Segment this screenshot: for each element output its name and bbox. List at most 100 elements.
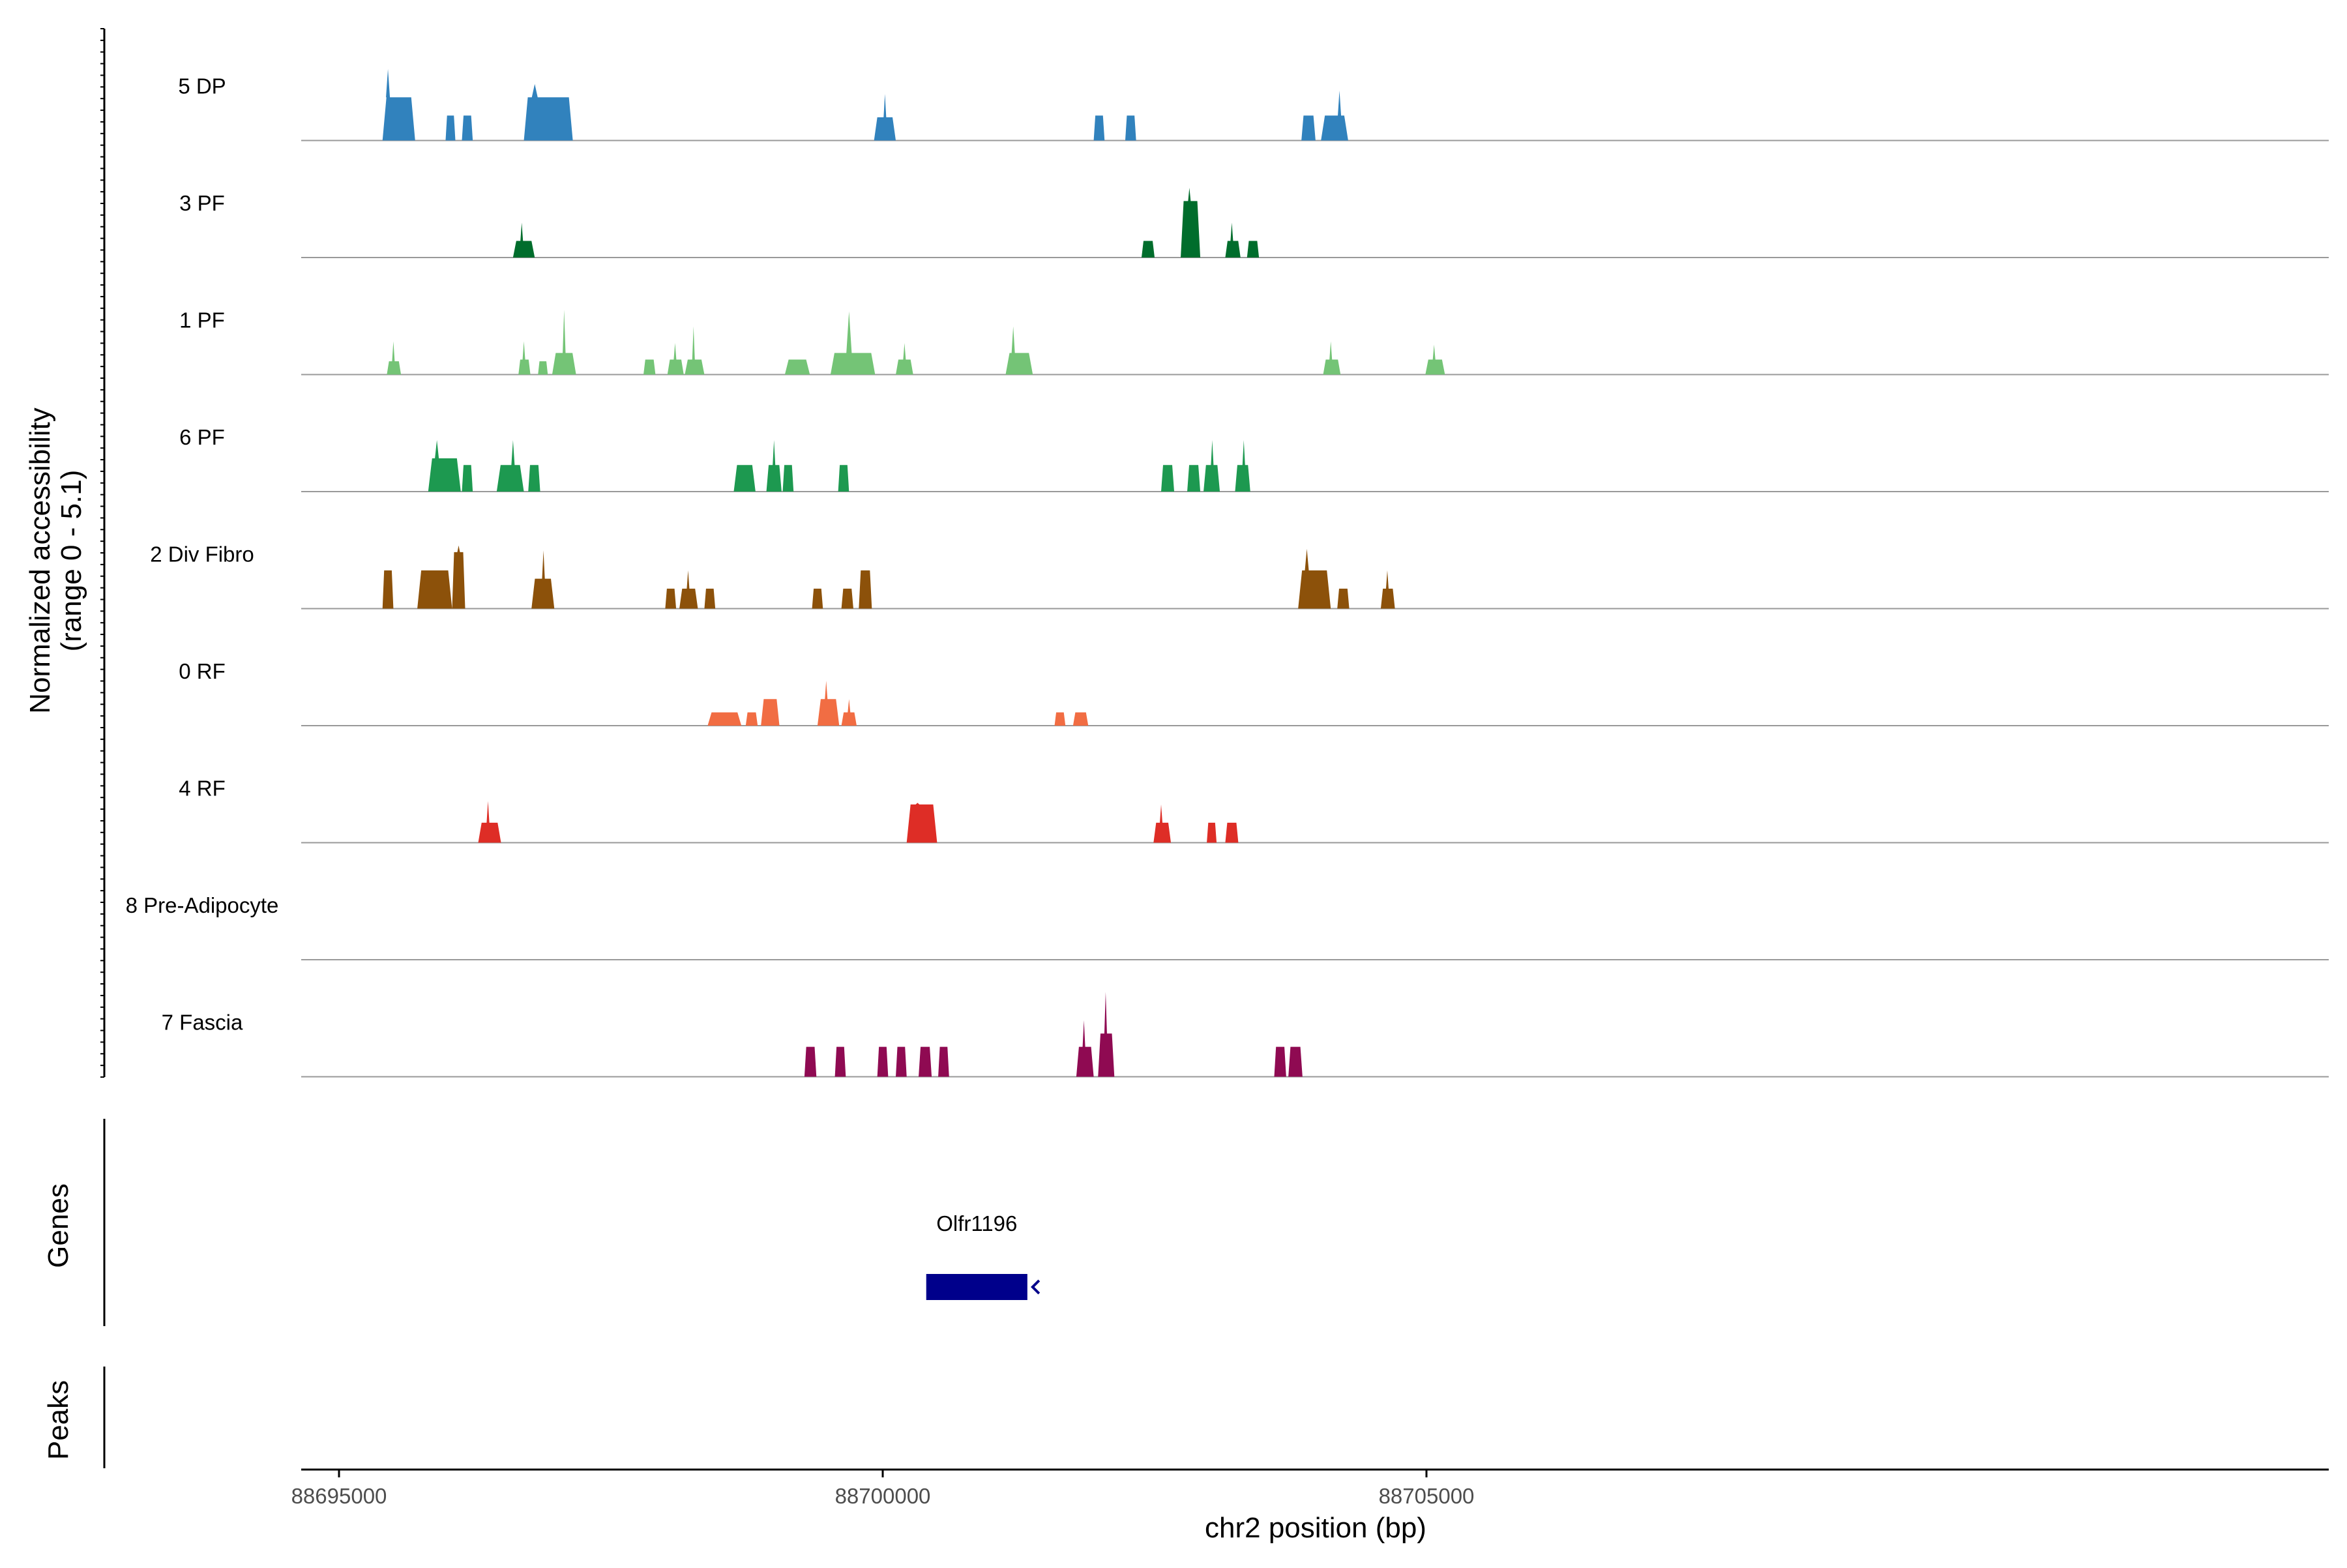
track-label: 7 Fascia — [162, 1011, 243, 1035]
track-6-pf: 6 PF — [179, 425, 2329, 492]
coverage-peak — [531, 550, 555, 609]
coverage-peak — [733, 465, 756, 492]
coverage-peak — [1274, 1046, 1286, 1077]
x-axis-title: chr2 position (bp) — [1205, 1512, 1426, 1544]
track-4-rf: 4 RF — [179, 777, 2329, 844]
coverage-peak — [830, 311, 876, 375]
coverage-peak — [462, 115, 473, 141]
y-axis — [100, 28, 106, 1078]
coverage-peak — [874, 94, 896, 141]
coverage-peak — [782, 465, 794, 492]
track-label: 5 DP — [178, 74, 226, 98]
coverage-peak — [1380, 570, 1395, 609]
coverage-peak — [1301, 115, 1316, 141]
coverage-peak — [896, 343, 913, 375]
coverage-peak — [518, 341, 531, 375]
coverage-peak — [1288, 1046, 1303, 1077]
coverage-peak — [784, 359, 810, 375]
coverage-peak — [896, 1046, 907, 1077]
coverage-peak — [1337, 588, 1350, 609]
coverage-peak — [877, 1046, 889, 1077]
coverage-peak — [1153, 804, 1172, 843]
coverage-peak — [552, 310, 576, 375]
coverage-peak — [685, 326, 705, 375]
track-1-pf: 1 PF — [179, 308, 2329, 376]
peaks-panel-title: Peaks — [42, 1380, 74, 1460]
coverage-peak — [707, 712, 742, 726]
gene-label: Olfr1196 — [936, 1211, 1017, 1235]
coverage-peak — [1247, 241, 1260, 258]
track-label: 0 RF — [179, 659, 226, 683]
coverage-peak — [428, 439, 461, 492]
gene-olfr1196: Olfr1196 — [926, 1211, 1041, 1300]
coverage-peak — [1054, 712, 1066, 726]
coverage-peak — [834, 1046, 846, 1077]
coverage-peak — [538, 361, 548, 375]
coverage-peak — [1235, 439, 1250, 492]
coverage-peak — [1125, 115, 1136, 141]
coverage-peak — [665, 588, 677, 609]
coverage-peak — [761, 699, 780, 726]
coverage-peak — [679, 570, 698, 609]
coverage-peak — [512, 222, 535, 258]
coverage-peak — [704, 588, 716, 609]
coverage-peak — [1298, 548, 1331, 609]
track-label: 6 PF — [179, 425, 225, 449]
y-axis-title-line1: Normalized accessibility — [24, 407, 56, 713]
track-8-pre-adipocyte: 8 Pre-Adipocyte — [126, 893, 2329, 960]
coverage-peak — [1005, 326, 1033, 375]
track-area: 5 DP 3 PF 1 PF 6 PF 2 Div Fibro 0 RF 4 RF 8 Pre… — [126, 68, 2329, 1078]
coverage-peak — [1187, 465, 1201, 492]
coverage-peak — [812, 588, 823, 609]
coverage-peak — [462, 465, 473, 492]
coverage-peak — [906, 803, 937, 843]
coverage-peak — [841, 588, 853, 609]
track-2-div-fibro: 2 Div Fibro — [150, 542, 2329, 610]
coverage-peak — [841, 699, 857, 726]
track-5-dp: 5 DP — [178, 68, 2329, 141]
x-tick-label: 88700000 — [835, 1484, 931, 1508]
coverage-peak — [1072, 712, 1089, 726]
x-tick-label: 88705000 — [1379, 1484, 1475, 1508]
coverage-peak — [1425, 344, 1445, 375]
coverage-peak — [938, 1046, 949, 1077]
coverage-peak — [382, 68, 415, 141]
coverage-peak — [417, 570, 452, 609]
coverage-peak — [452, 545, 465, 609]
coverage-peak — [524, 83, 573, 141]
genes-panel-title: Genes — [42, 1183, 74, 1268]
coverage-peak — [387, 341, 402, 375]
coverage-peak — [478, 801, 501, 843]
coverage-peak — [1203, 439, 1220, 492]
coverage-peak — [838, 465, 849, 492]
coverage-peak — [1093, 115, 1105, 141]
coverage-peak — [667, 343, 684, 375]
coverage-peak — [496, 439, 524, 492]
coverage-peak — [1141, 241, 1155, 258]
coverage-peak — [1225, 822, 1239, 843]
coverage-peak — [1098, 992, 1115, 1077]
y-axis-title-line2: (range 0 - 5.1) — [55, 470, 87, 652]
coverage-peak — [1181, 187, 1201, 258]
track-3-pf: 3 PF — [179, 187, 2329, 258]
coverage-peak — [1323, 341, 1341, 375]
track-label: 4 RF — [179, 777, 226, 801]
gene-body — [926, 1274, 1027, 1300]
track-0-rf: 0 RF — [179, 659, 2329, 726]
coverage-peak — [859, 570, 872, 609]
coverage-peak — [804, 1046, 817, 1077]
coverage-peak — [1225, 222, 1241, 258]
coverage-peak — [643, 359, 656, 375]
coverage-peak — [528, 465, 540, 492]
coverage-peak — [919, 1046, 932, 1077]
coverage-peak — [382, 570, 394, 609]
coverage-peak — [745, 712, 758, 726]
x-axis: 88695000 88700000 88705000 — [291, 1468, 2329, 1508]
track-label: 2 Div Fibro — [150, 542, 254, 567]
coverage-peak — [1321, 91, 1348, 141]
gene-strand-arrow — [1031, 1279, 1041, 1295]
coverage-peak — [1161, 465, 1175, 492]
track-7-fascia: 7 Fascia — [162, 992, 2329, 1078]
